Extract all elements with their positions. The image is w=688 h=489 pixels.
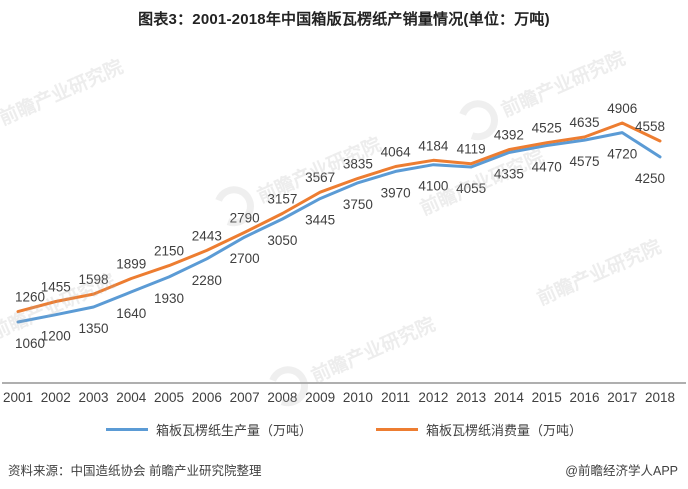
data-label: 3050	[267, 233, 297, 248]
legend-item-production: 箱板瓦楞纸生产量（万吨）	[105, 420, 312, 439]
data-label: 2280	[192, 273, 222, 288]
data-label: 1350	[79, 321, 109, 336]
app-credit: @前瞻经济学人APP	[565, 464, 678, 478]
x-axis-label: 2008	[267, 390, 297, 405]
legend-label-consumption: 箱板瓦楞纸消费量（万吨）	[426, 423, 583, 438]
data-label: 4392	[494, 128, 524, 143]
data-label: 3157	[267, 191, 297, 206]
data-label: 4906	[607, 101, 637, 116]
data-label: 2443	[192, 228, 222, 243]
x-axis-label: 2012	[418, 390, 448, 405]
data-label: 1598	[79, 272, 109, 287]
data-label: 4525	[532, 121, 562, 136]
production-line-swatch	[105, 428, 148, 431]
data-label: 4558	[635, 119, 665, 134]
data-label: 2700	[230, 251, 260, 266]
data-label: 4470	[532, 160, 562, 175]
x-axis-label: 2001	[3, 390, 33, 405]
chart-legend: 箱板瓦楞纸生产量（万吨） 箱板瓦楞纸消费量（万吨）	[0, 420, 688, 439]
data-label: 1899	[116, 257, 146, 272]
data-label: 4575	[569, 154, 599, 169]
x-axis-label: 2004	[116, 390, 147, 405]
data-label: 1200	[41, 329, 71, 344]
chart-title: 图表3：2001-2018年中国箱版瓦楞纸产销量情况(单位：万吨)	[138, 11, 550, 28]
consumption-line-swatch	[376, 428, 418, 431]
x-axis-label: 2011	[381, 390, 410, 405]
x-axis-label: 2017	[607, 390, 637, 405]
x-axis-label: 2003	[79, 390, 109, 405]
x-axis-label: 2010	[343, 390, 373, 405]
data-label: 1930	[154, 291, 184, 306]
legend-label-production: 箱板瓦楞纸生产量（万吨）	[155, 423, 312, 438]
legend-item-consumption: 箱板瓦楞纸消费量（万吨）	[376, 420, 582, 439]
data-label: 3445	[305, 213, 335, 228]
data-label: 4100	[418, 179, 448, 194]
x-axis-label: 2005	[154, 390, 184, 405]
x-axis-label: 2007	[230, 390, 260, 405]
data-label: 4184	[418, 138, 449, 153]
x-axis-label: 2006	[192, 390, 222, 405]
x-axis-label: 2016	[569, 390, 599, 405]
consumption-line	[16, 121, 662, 314]
line-chart-plot: 2001 2002 2003 2004 2005 2006 2007 2008 2009 2010…	[2, 101, 686, 405]
data-label: 4064	[381, 145, 412, 160]
data-label: 2150	[154, 244, 184, 259]
data-label: 4635	[569, 115, 599, 130]
data-label: 3970	[381, 185, 411, 200]
data-label: 2790	[230, 210, 260, 225]
data-label: 1640	[116, 306, 146, 321]
production-line	[16, 131, 662, 324]
data-label: 3750	[343, 197, 373, 212]
source-note: 资料来源：中国造纸协会 前瞻产业研究院整理	[8, 464, 262, 478]
x-axis-label: 2015	[532, 390, 562, 405]
x-axis-label: 2013	[456, 390, 486, 405]
data-label: 1260	[15, 290, 45, 305]
x-axis-label: 2018	[645, 390, 675, 405]
x-axis-label: 2014	[494, 390, 525, 405]
x-axis-label: 2009	[305, 390, 335, 405]
data-label: 4055	[456, 181, 486, 196]
data-label: 4119	[457, 142, 486, 157]
data-label: 4250	[635, 171, 665, 186]
data-label: 4720	[607, 147, 637, 162]
data-label: 3567	[305, 170, 335, 185]
x-axis-label: 2002	[41, 390, 71, 405]
data-label: 4335	[494, 167, 524, 182]
data-label: 1455	[41, 280, 71, 295]
data-label: 1060	[15, 336, 45, 351]
data-label: 3835	[343, 156, 373, 171]
chart-footer: 资料来源：中国造纸协会 前瞻产业研究院整理 @前瞻经济学人APP	[0, 460, 688, 479]
